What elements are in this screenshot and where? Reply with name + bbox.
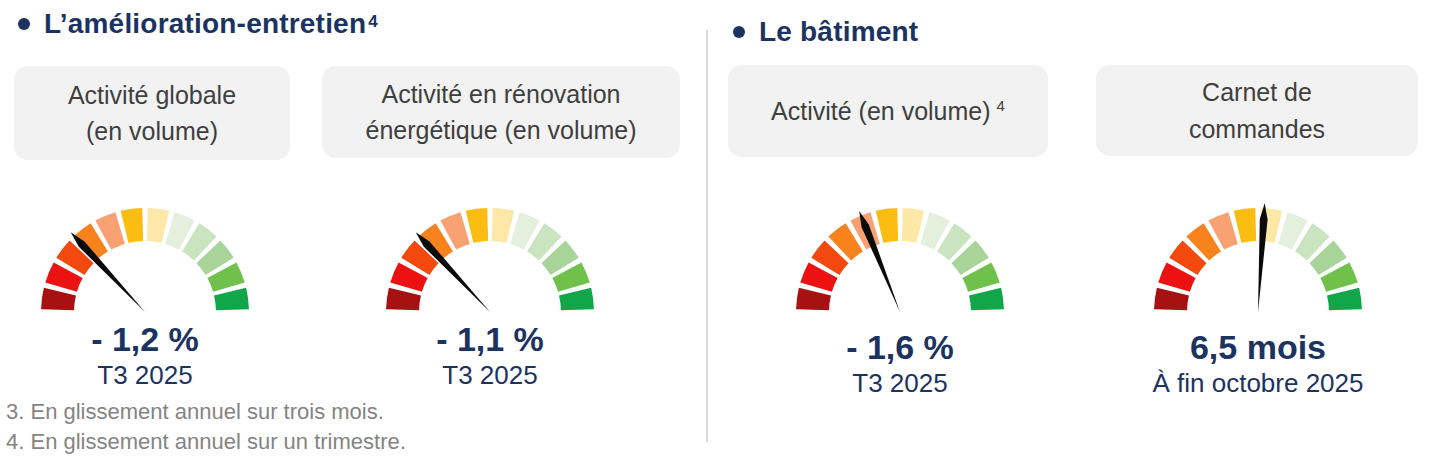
gauge-segment-12 (214, 288, 249, 310)
label-line: énergétique (en volume) (366, 112, 637, 148)
gauge-segment-7 (147, 208, 169, 243)
label-text: Activité (en volume) (771, 97, 991, 125)
bullet-icon (18, 18, 30, 30)
gauge-segment-12 (559, 288, 594, 310)
gauge-segment-6 (876, 208, 898, 243)
section-title-batiment: Le bâtiment (733, 16, 918, 48)
gauge-dial (35, 202, 255, 326)
label-line: (en volume) (86, 113, 218, 149)
gauge-label-renovation-energetique: Activité en rénovation énergétique (en v… (322, 66, 680, 158)
slide-canvas: L’amélioration-entretien4 Activité globa… (0, 0, 1433, 464)
gauge-label-carnet-commandes: Carnet de commandes (1096, 65, 1418, 156)
label-line: commandes (1189, 111, 1325, 147)
gauge-dial (1148, 202, 1368, 326)
gauge-segment-1 (1154, 288, 1189, 310)
gauge-segment-12 (1327, 288, 1362, 310)
gauge-dial (380, 202, 600, 326)
section-title-text: L’amélioration-entretien (44, 8, 366, 40)
gauge-carnet-commandes: 6,5 mois À fin octobre 2025 (1118, 202, 1398, 399)
section-divider (706, 30, 708, 442)
gauge-needle (1258, 203, 1268, 312)
footnote-3: 3. En glissement annuel sur trois mois. (6, 399, 384, 425)
gauge-label-activite-batiment: Activité (en volume) 4 (728, 65, 1048, 157)
gauge-period: T3 2025 (760, 369, 1040, 399)
gauge-segment-12 (969, 288, 1004, 310)
label-line: Carnet de (1202, 74, 1312, 110)
gauge-segment-1 (796, 288, 831, 310)
section-title-text: Le bâtiment (759, 16, 918, 48)
section-title-superscript: 4 (368, 12, 378, 32)
gauge-segment-7 (492, 208, 514, 243)
bullet-icon (733, 26, 745, 38)
gauge-activite-globale: - 1,2 % T3 2025 (5, 202, 285, 391)
gauge-period: T3 2025 (5, 361, 285, 391)
gauge-segment-6 (466, 208, 488, 243)
footnote-4: 4. En glissement annuel sur un trimestre… (6, 429, 406, 455)
gauge-segment-6 (1234, 208, 1256, 243)
gauge-value: - 1,1 % (350, 320, 630, 359)
gauge-value: - 1,2 % (5, 320, 285, 359)
label-line: Activité globale (68, 77, 236, 113)
gauge-segment-1 (41, 288, 76, 310)
gauge-value: 6,5 mois (1118, 328, 1398, 367)
section-title-amelioration: L’amélioration-entretien4 (18, 8, 378, 40)
gauge-period: À fin octobre 2025 (1118, 369, 1398, 399)
label-line: Activité (en volume) 4 (771, 93, 1005, 129)
gauge-label-activite-globale: Activité globale (en volume) (14, 66, 290, 160)
gauge-renovation-energetique: - 1,1 % T3 2025 (350, 202, 630, 391)
gauge-dial (790, 202, 1010, 326)
label-superscript: 4 (997, 97, 1005, 114)
gauge-value: - 1,6 % (760, 328, 1040, 367)
gauge-segment-1 (386, 288, 421, 310)
label-line: Activité en rénovation (381, 76, 620, 112)
gauge-segment-6 (121, 208, 143, 243)
gauge-segment-7 (902, 208, 924, 243)
gauge-activite-batiment: - 1,6 % T3 2025 (760, 202, 1040, 399)
gauge-period: T3 2025 (350, 361, 630, 391)
